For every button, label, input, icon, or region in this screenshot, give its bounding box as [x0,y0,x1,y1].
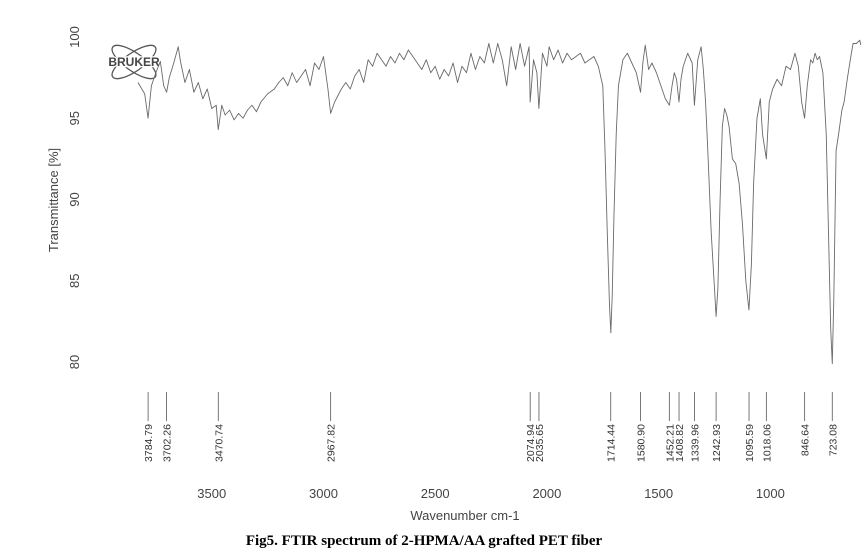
peak-label: 3784.79 [143,424,155,462]
y-tick-label: 85 [67,274,82,288]
peak-label: 1242.93 [711,424,723,462]
peak-label: 1339.96 [689,424,701,462]
peak-label: 723.08 [827,424,839,456]
peak-label: 1095.59 [744,424,756,462]
logo-text: BRUKER [108,55,160,69]
y-tick-label: 90 [67,192,82,206]
peak-label: 846.64 [800,424,812,456]
peak-label: 3702.26 [162,424,174,462]
peak-label: 1714.44 [606,424,618,462]
y-axis-label: Transmittance [%] [46,148,61,252]
x-tick-label: 2000 [532,486,561,501]
y-tick-label: 95 [67,111,82,125]
peak-label: 2074.94 [525,424,537,462]
x-axis-label: Wavenumber cm-1 [410,508,519,523]
x-tick-label: 1000 [756,486,785,501]
peak-label: 1452.21 [664,424,676,462]
peak-label: 1580.90 [636,424,648,462]
peak-label: 1408.82 [674,424,686,462]
peak-label: 3470.74 [213,424,225,462]
logo: BRUKER [107,44,161,80]
spectrum-line [137,39,862,365]
peak-label: 2967.82 [326,424,338,462]
x-tick-label: 3000 [309,486,338,501]
x-tick-label: 3500 [197,486,226,501]
x-tick-label: 1500 [644,486,673,501]
peak-label: 1018.06 [761,424,773,462]
peak-label: 2035.65 [534,424,546,462]
y-tick-label: 100 [67,26,82,48]
y-tick-label: 80 [67,355,82,369]
caption: Fig5. FTIR spectrum of 2-HPMA/AA grafted… [246,533,603,549]
x-tick-label: 2500 [421,486,450,501]
